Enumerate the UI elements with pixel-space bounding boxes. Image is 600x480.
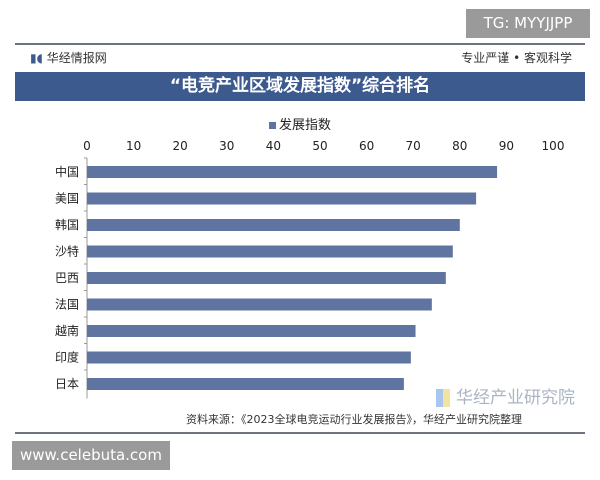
watermark-logo: 华经产业研究院 xyxy=(436,383,575,408)
bar xyxy=(87,298,432,311)
bar xyxy=(87,219,460,231)
site-watermark: www.celebuta.com xyxy=(12,441,170,470)
watermark-logo-text: 华经产业研究院 xyxy=(456,388,575,408)
bar xyxy=(87,192,477,205)
category-label: 印度 xyxy=(55,350,79,365)
category-label: 法国 xyxy=(55,298,79,312)
slogan: 专业严谨 • 客观科学 xyxy=(461,51,572,65)
x-tick-label: 40 xyxy=(266,139,281,153)
category-label: 沙特 xyxy=(55,244,79,259)
x-tick-label: 50 xyxy=(312,139,327,153)
bar xyxy=(87,325,416,337)
category-label: 美国 xyxy=(55,192,79,206)
legend: 发展指数 xyxy=(0,114,600,133)
x-tick-label: 100 xyxy=(542,139,565,153)
watermark-logo-icon xyxy=(436,389,450,407)
category-label: 韩国 xyxy=(55,217,79,232)
x-tick-label: 30 xyxy=(219,139,234,153)
category-label: 巴西 xyxy=(55,271,79,285)
legend-label: 发展指数 xyxy=(278,118,331,133)
x-tick-label: 60 xyxy=(359,139,374,153)
tg-watermark: TG: MYYJJPP xyxy=(466,9,590,38)
bar xyxy=(87,378,404,390)
brand-logo-icon: ▮◖ xyxy=(30,51,43,65)
brand: ▮◖ 华经情报网 xyxy=(30,49,107,66)
x-tick-label: 90 xyxy=(499,139,514,153)
x-tick-label: 10 xyxy=(126,139,141,153)
brand-name: 华经情报网 xyxy=(46,51,107,65)
bottom-divider xyxy=(15,432,585,434)
x-tick-label: 70 xyxy=(406,139,421,153)
source-note: 资料来源：《2023全球电竞运动行业发展报告》，华经产业研究院整理 xyxy=(186,413,522,426)
x-tick-label: 20 xyxy=(173,139,188,153)
category-label: 越南 xyxy=(55,323,79,338)
category-label: 中国 xyxy=(55,164,79,179)
bar xyxy=(87,351,411,364)
bar xyxy=(87,272,446,284)
category-label: 日本 xyxy=(55,377,79,391)
x-tick-label: 0 xyxy=(83,139,91,153)
top-divider xyxy=(15,43,585,45)
chart-title: “电竞产业区域发展指数”综合排名 xyxy=(15,72,585,101)
bar xyxy=(87,245,453,258)
x-tick-label: 80 xyxy=(452,139,467,153)
bar xyxy=(87,166,498,178)
legend-swatch xyxy=(268,122,276,129)
